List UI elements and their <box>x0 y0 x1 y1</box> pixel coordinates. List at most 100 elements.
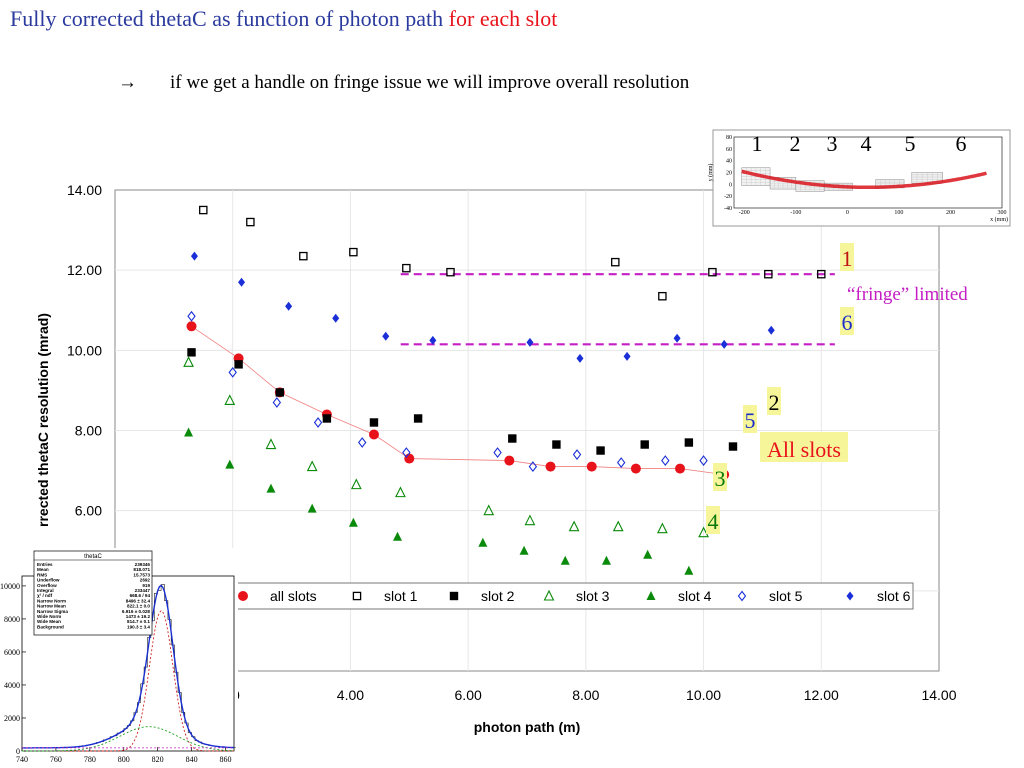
series-slot-6 <box>190 251 775 363</box>
slot-map-ylabel: y (mm) <box>707 164 714 182</box>
point-slot-2 <box>552 440 561 449</box>
stats-box-frame <box>33 550 153 636</box>
inset-x-tick-label: 860 <box>220 755 232 764</box>
slot-tag-bg <box>840 243 854 271</box>
stats-key: Narrow Mean <box>37 604 66 609</box>
point-slot-3 <box>568 520 580 532</box>
point-all-slots <box>675 463 686 474</box>
point-slot-4 <box>307 503 317 513</box>
slot-tag-label: 2 <box>769 390 780 415</box>
point-slot-6 <box>238 277 246 287</box>
inset-y-tick-label: 6000 <box>4 648 20 657</box>
point-slot-4 <box>560 555 570 565</box>
slot-map-label: 4 <box>861 131 872 156</box>
point-slot-2 <box>684 438 694 447</box>
stats-value: 15.7573 <box>133 572 150 577</box>
point-all-slots <box>504 455 515 466</box>
slot-tag-bg <box>706 506 720 534</box>
point-slot-1 <box>764 269 773 279</box>
point-slot-2 <box>234 360 243 369</box>
legend-box <box>231 582 914 610</box>
point-all-slots <box>368 429 379 440</box>
slot-map-y-tick: 60 <box>726 147 732 153</box>
point-slot-4 <box>601 555 611 565</box>
point-slot-3 <box>224 394 236 405</box>
inset-y-tick-label: 2000 <box>4 714 20 723</box>
slot-map-x-tick: 100 <box>894 210 903 216</box>
legend-label: slot 5 <box>769 588 803 604</box>
slot-tag-bg <box>743 405 757 433</box>
point-slot-1 <box>199 205 208 215</box>
point-slot-6 <box>382 331 390 341</box>
point-slot-4 <box>184 427 194 437</box>
point-all-slots <box>630 463 641 474</box>
slot-tag-label: 1 <box>842 246 853 271</box>
stats-key: Narrow Norm <box>37 598 66 603</box>
point-slot-5 <box>358 437 367 448</box>
x-tick-label: 4.00 <box>337 687 364 703</box>
inset-histogram: 0 2000 4000 6000 8000 10000 740 760 780 800 820 840… <box>0 548 238 768</box>
y-tick-label: 6.00 <box>75 503 102 519</box>
y-tick-label: 8.00 <box>75 423 102 439</box>
point-slot-3 <box>612 520 624 532</box>
point-slot-5 <box>616 457 626 468</box>
inset-x-tick-label: 780 <box>84 755 96 764</box>
series-slot-2 <box>187 348 738 455</box>
fringe-limited-note: “fringe” limited <box>847 284 968 305</box>
point-slot-2 <box>322 414 332 423</box>
point-slot-5 <box>228 366 237 378</box>
point-slot-4 <box>478 537 488 547</box>
y-tick-label: 14.00 <box>67 182 102 198</box>
point-all-slots <box>545 461 556 472</box>
stats-value: 8496 ± 32.4 <box>126 598 151 603</box>
slot-map-x-tick: 300 <box>998 210 1007 216</box>
point-slot-4 <box>266 483 276 493</box>
inset-x-tick-label: 800 <box>118 755 130 764</box>
series-slot-1 <box>199 205 826 301</box>
legend: all slots slot 1 slot 2 slot 3 slot 4 slot 5 s… <box>231 582 914 610</box>
point-slot-2 <box>187 348 196 357</box>
point-slot-3 <box>265 438 277 450</box>
slot-tag-label: 4 <box>708 509 719 534</box>
point-slot-1 <box>817 269 826 279</box>
inset-x-tick-label: 760 <box>50 755 62 764</box>
point-slot-3 <box>483 504 495 516</box>
point-slot-6 <box>673 333 681 343</box>
slot-map-y-tick: 40 <box>726 159 732 165</box>
slot-map-frame <box>733 136 1003 209</box>
inset-x-tick-label: 820 <box>152 755 164 764</box>
slot-map-label: 2 <box>790 131 801 156</box>
point-slot-5 <box>402 447 411 458</box>
stats-value: 919 <box>142 583 150 588</box>
stats-value: 1473 ± 19.2 <box>126 614 151 619</box>
point-slot-3 <box>395 486 406 498</box>
point-slot-2 <box>275 388 284 397</box>
point-slot-6 <box>285 301 293 311</box>
legend-label: slot 3 <box>576 588 610 604</box>
slot-tag-bg <box>840 307 854 335</box>
stats-value: 239346 <box>135 562 151 567</box>
inset-x-tick-label: 840 <box>186 755 198 764</box>
stats-key: Integral <box>37 588 54 593</box>
point-slot-6 <box>332 313 340 323</box>
slide-title: Fully corrected thetaC as function of ph… <box>10 6 557 32</box>
slot-tag-label: 5 <box>745 408 756 433</box>
point-all-slots <box>404 453 415 464</box>
y-tick-label: 10.00 <box>67 342 102 358</box>
legend-label: all slots <box>270 588 317 604</box>
point-slot-4 <box>393 531 403 541</box>
legend-label: slot 6 <box>877 588 911 604</box>
y-axis-label: rrected thetaC resolution (mrad) <box>35 313 51 527</box>
point-slot-4 <box>643 549 653 559</box>
legend-label: slot 2 <box>481 588 515 604</box>
point-slot-5 <box>699 455 708 466</box>
stats-value: 814.7 ± 0.1 <box>127 619 150 624</box>
stats-value: 822.1 ± 0.0 <box>127 604 150 609</box>
point-slot-3 <box>698 526 709 538</box>
point-slot-3 <box>183 356 194 367</box>
slot-map-y-tick: -40 <box>724 206 732 212</box>
legend-marker <box>449 591 459 601</box>
inset-y-tick-label: 0 <box>16 747 20 756</box>
slot-map-x-tick: -100 <box>790 210 801 216</box>
legend-label: slot 1 <box>384 588 418 604</box>
